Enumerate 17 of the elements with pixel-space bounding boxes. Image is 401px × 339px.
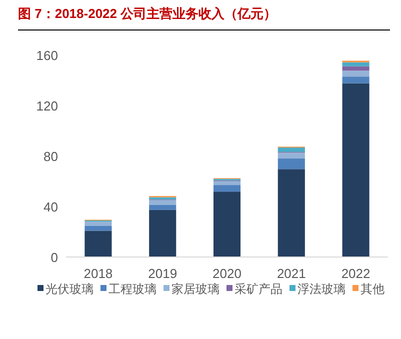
y-tick-label: 40 — [44, 200, 58, 214]
legend-label: 家居玻璃 — [172, 282, 220, 296]
x-tick-label: 2018 — [84, 266, 113, 281]
legend-label: 工程玻璃 — [108, 282, 156, 296]
y-tick-label: 0 — [50, 250, 58, 265]
x-tick-label: 2021 — [276, 266, 306, 281]
x-tick-label: 2020 — [212, 266, 242, 281]
x-tick-label: 2022 — [341, 266, 370, 281]
legend-label: 光伏玻璃 — [46, 282, 94, 296]
legend-label: 采矿产品 — [234, 282, 282, 296]
y-tick-label: 80 — [44, 149, 58, 164]
legend-label: 其他 — [360, 282, 384, 296]
legend-label: 浮法玻璃 — [298, 282, 346, 296]
y-tick-label: 120 — [36, 98, 58, 114]
y-tick-label: 160 — [36, 48, 58, 63]
x-tick-label: 2019 — [148, 266, 178, 281]
title: 图 7：2018-2022 公司主营业务收入（亿元） — [18, 6, 277, 21]
